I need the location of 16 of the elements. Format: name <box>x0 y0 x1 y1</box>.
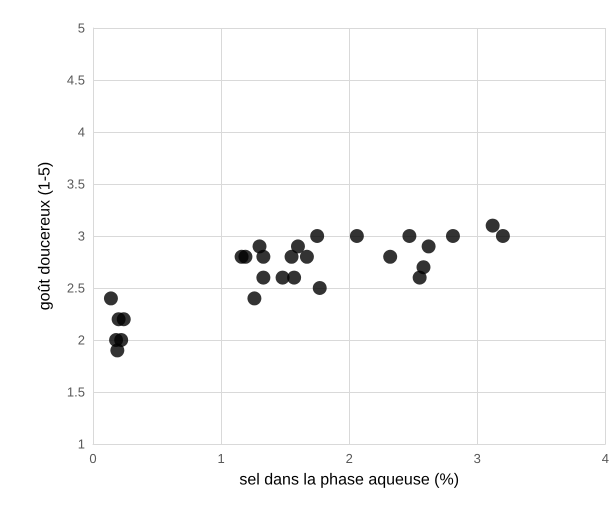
y-tick-label: 1.5 <box>66 384 85 400</box>
x-tick-label: 4 <box>602 451 609 466</box>
y-tick-label: 3.5 <box>66 176 85 192</box>
x-tick-label: 3 <box>474 451 481 466</box>
x-tick-label: 2 <box>346 451 353 466</box>
x-tick-label: 0 <box>89 451 97 466</box>
y-axis-title: goût doucereux (1-5) <box>36 162 54 310</box>
x-axis-title: sel dans la phase aqueuse (%) <box>239 472 460 488</box>
y-tick-label: 4.5 <box>66 72 85 88</box>
x-tick-label: 1 <box>217 451 225 466</box>
y-tick-label: 4 <box>78 124 85 140</box>
y-tick-label: 1 <box>78 436 85 452</box>
y-tick-label: 2 <box>78 332 85 348</box>
y-tick-label: 5 <box>78 20 85 36</box>
y-tick-label: 3 <box>78 228 85 244</box>
y-tick-label: 2.5 <box>66 280 85 296</box>
